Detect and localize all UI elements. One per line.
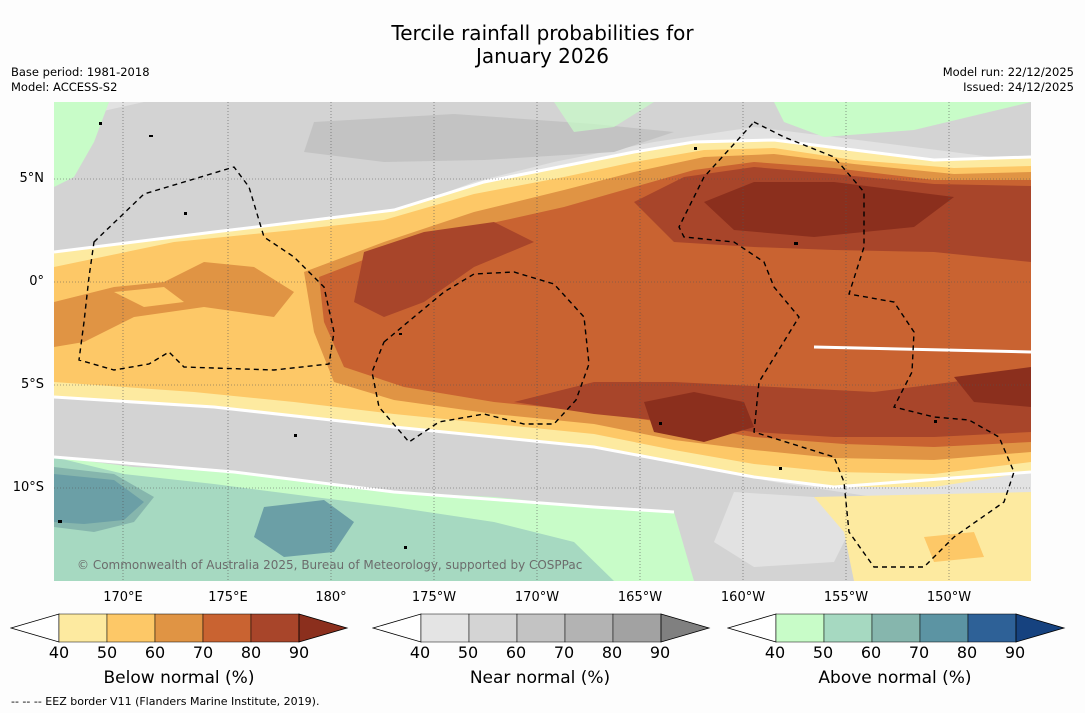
- cbar-below-tick: 50: [96, 643, 118, 662]
- cbar-segment: [516, 613, 566, 643]
- cbar-above-tick: 40: [764, 643, 786, 662]
- cbar-segment: [612, 613, 662, 643]
- lon-label-170w: 170°W: [514, 590, 560, 605]
- meta-left: Base period: 1981-2018 Model: ACCESS-S2: [11, 65, 150, 95]
- cbar-near-tick: 90: [649, 643, 671, 662]
- cbar-segment: [250, 613, 300, 643]
- cbar-segment: [775, 613, 825, 643]
- bn90-south: [644, 392, 754, 442]
- lon-label-175w: 175°W: [411, 590, 457, 605]
- lat-label-10s: 10°S: [12, 480, 44, 495]
- lat-label-5s: 5°S: [20, 377, 44, 392]
- rainfall-map: [54, 102, 1031, 581]
- cbar-under-triangle: [10, 613, 60, 643]
- cbar-above-tick: 60: [860, 643, 882, 662]
- white-contour-east: [813, 345, 1031, 354]
- eez-borders: [78, 121, 1015, 568]
- title-line-1: Tercile rainfall probabilities for: [391, 21, 694, 45]
- cbar-near-tick: 40: [409, 643, 431, 662]
- gridlines: [54, 102, 1031, 581]
- cbar-above-tick: 50: [812, 643, 834, 662]
- an70-south: [54, 474, 144, 524]
- lat-label-5n: 5°N: [19, 171, 45, 186]
- cbar-over-triangle: [660, 613, 711, 643]
- colorbar-above-normal: [727, 613, 1066, 643]
- bn90-north: [704, 182, 954, 237]
- cbar-below-tick: 90: [288, 643, 310, 662]
- an40-top-mid: [554, 102, 654, 132]
- white-contour-north: [54, 138, 1031, 254]
- eez-kiribati-east: [678, 121, 1015, 568]
- eez-kiribati-west: [78, 166, 335, 371]
- cbar-segment: [154, 613, 204, 643]
- cbar-under-triangle: [727, 613, 777, 643]
- cbar-below-tick: 70: [192, 643, 214, 662]
- cbar-above-tick: 80: [956, 643, 978, 662]
- lon-label-170e: 170°E: [103, 590, 143, 605]
- bn50-south-east: [924, 532, 984, 562]
- an40-northwest: [54, 102, 109, 187]
- cbar-below-tick: 60: [144, 643, 166, 662]
- cbar-under-triangle: [372, 613, 422, 643]
- cbar-segment: [919, 613, 969, 643]
- title-line-2: January 2026: [475, 44, 610, 68]
- an70-south-2: [254, 500, 354, 557]
- lat-label-0: 0°: [29, 274, 44, 289]
- eez-footnote: -- -- -- EEZ border V11 (Flanders Marine…: [11, 695, 320, 708]
- model-run: Model run: 22/12/2025: [942, 65, 1074, 79]
- cbar-near-tick: 60: [505, 643, 527, 662]
- cbar-near-tick: 50: [457, 643, 479, 662]
- bn80-center: [354, 222, 534, 317]
- cbar-near-tick: 80: [601, 643, 623, 662]
- issued-date: Issued: 24/12/2025: [963, 80, 1074, 94]
- cbar-title-near: Near normal (%): [469, 668, 611, 688]
- nn-patch-1: [714, 492, 854, 567]
- cbar-segment: [468, 613, 518, 643]
- cbar-title-below: Below normal (%): [103, 668, 255, 688]
- cbar-above-tick: 90: [1004, 643, 1026, 662]
- bn90-east: [954, 367, 1031, 407]
- model-name: Model: ACCESS-S2: [11, 80, 118, 94]
- cbar-segment: [823, 613, 873, 643]
- cbar-segment: [420, 613, 470, 643]
- base-period: Base period: 1981-2018: [11, 65, 150, 79]
- cbar-segment: [564, 613, 614, 643]
- cbar-below-tick: 80: [240, 643, 262, 662]
- cbar-segment: [967, 613, 1017, 643]
- white-contour-an: [54, 455, 675, 514]
- bn80-south: [514, 372, 1031, 437]
- lon-label-175e: 175°E: [208, 590, 248, 605]
- eez-tuvalu: [371, 271, 590, 443]
- cbar-segment: [58, 613, 108, 643]
- lon-label-160w: 160°W: [720, 590, 766, 605]
- lon-label-165w: 165°W: [617, 590, 663, 605]
- islands: [58, 122, 937, 549]
- colorbar-near-normal: [372, 613, 711, 643]
- cbar-segment: [202, 613, 252, 643]
- lon-label-150w: 150°W: [926, 590, 972, 605]
- cbar-over-triangle: [298, 613, 349, 643]
- nn50-north: [54, 102, 1031, 252]
- bn50-west-pocket: [114, 287, 184, 307]
- colorbar-below-normal: [10, 613, 349, 643]
- cbar-segment: [871, 613, 921, 643]
- meta-right: Model run: 22/12/2025 Issued: 24/12/2025: [943, 65, 1074, 95]
- cbar-segment: [106, 613, 156, 643]
- cbar-over-triangle: [1015, 613, 1066, 643]
- an40-northeast: [774, 102, 1031, 137]
- copyright-text: © Commonwealth of Australia 2025, Bureau…: [77, 558, 583, 572]
- map-area: © Commonwealth of Australia 2025, Bureau…: [54, 102, 1031, 581]
- cbar-above-tick: 70: [908, 643, 930, 662]
- chart-title: Tercile rainfall probabilities for Janua…: [0, 22, 1085, 68]
- bn60-west: [54, 262, 294, 347]
- bn40-south-east: [814, 492, 1031, 581]
- lon-label-180: 180°: [315, 590, 347, 605]
- lon-label-155w: 155°W: [823, 590, 869, 605]
- white-contour-south: [54, 395, 1031, 489]
- cbar-below-tick: 40: [48, 643, 70, 662]
- cbar-near-tick: 70: [553, 643, 575, 662]
- cbar-title-above: Above normal (%): [818, 668, 972, 688]
